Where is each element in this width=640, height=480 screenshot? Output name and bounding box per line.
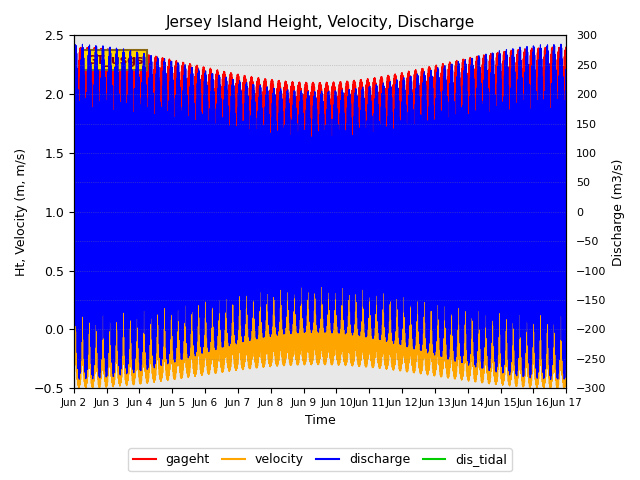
gageht	[559, 221, 566, 227]
velocity	[561, 385, 568, 391]
dis_tidal	[207, 200, 215, 205]
velocity	[563, 373, 570, 379]
discharge	[334, 323, 342, 329]
discharge	[519, 97, 527, 103]
velocity	[70, 321, 77, 326]
Line: gageht: gageht	[74, 47, 566, 224]
discharge	[463, 330, 470, 336]
discharge	[532, 158, 540, 164]
velocity	[334, 360, 342, 366]
dis_tidal	[563, 198, 570, 204]
Title: Jersey Island Height, Velocity, Discharge: Jersey Island Height, Velocity, Discharg…	[165, 15, 475, 30]
discharge	[557, 41, 565, 47]
velocity	[532, 298, 540, 304]
dis_tidal	[463, 198, 470, 204]
Line: velocity: velocity	[74, 259, 566, 388]
velocity	[463, 368, 470, 373]
gageht	[563, 183, 570, 189]
discharge	[207, 228, 215, 233]
velocity	[344, 336, 352, 342]
dis_tidal	[532, 201, 540, 207]
gageht	[70, 44, 77, 50]
Text: GT_usgs: GT_usgs	[86, 54, 143, 67]
discharge	[547, 376, 554, 382]
dis_tidal	[334, 201, 342, 206]
gageht	[463, 89, 470, 95]
Legend: gageht, velocity, discharge, dis_tidal: gageht, velocity, discharge, dis_tidal	[128, 448, 512, 471]
velocity	[519, 280, 527, 286]
dis_tidal	[70, 194, 77, 200]
velocity	[550, 256, 557, 262]
Y-axis label: Ht, Velocity (m, m/s): Ht, Velocity (m, m/s)	[15, 148, 28, 276]
Line: discharge: discharge	[74, 44, 566, 379]
dis_tidal	[519, 197, 527, 203]
discharge	[563, 350, 570, 356]
gageht	[207, 67, 215, 72]
dis_tidal	[333, 202, 340, 208]
discharge	[344, 247, 352, 253]
discharge	[70, 201, 77, 206]
Line: dis_tidal: dis_tidal	[74, 197, 566, 205]
gageht	[532, 215, 540, 220]
dis_tidal	[345, 197, 353, 203]
gageht	[519, 66, 527, 72]
velocity	[207, 330, 215, 336]
gageht	[344, 82, 352, 87]
Y-axis label: Discharge (m3/s): Discharge (m3/s)	[612, 158, 625, 265]
gageht	[334, 117, 342, 122]
X-axis label: Time: Time	[305, 414, 335, 427]
